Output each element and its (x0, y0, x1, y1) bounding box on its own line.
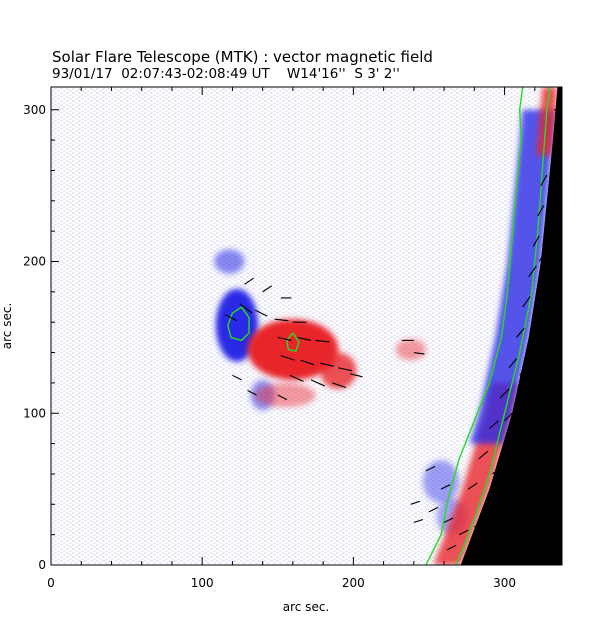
field-vector (310, 379, 325, 387)
field-vector (489, 420, 499, 429)
y-axis-label: arc sec. (0, 303, 14, 349)
field-vector (474, 520, 484, 528)
field-vector (254, 309, 268, 317)
field-vector (516, 327, 525, 338)
field-vector (350, 373, 363, 378)
field-vector (508, 358, 518, 369)
field-vector (410, 500, 421, 505)
field-vector (440, 484, 451, 490)
field-vector (458, 529, 469, 536)
field-vector (319, 362, 334, 367)
polarity-region-positive (247, 319, 339, 380)
field-vector (428, 506, 439, 513)
x-axis-label: arc sec. (283, 600, 329, 614)
field-vector (280, 355, 295, 361)
field-vector (232, 374, 242, 381)
contour-inner (455, 87, 551, 565)
field-vector (332, 382, 346, 388)
x-tick-label: 200 (342, 576, 365, 590)
field-vector (239, 303, 253, 314)
x-tick-label: 0 (47, 576, 55, 590)
field-vector (478, 450, 489, 460)
field-vector (277, 394, 288, 401)
field-vector (315, 339, 330, 343)
field-vector (538, 250, 546, 262)
polarity-region-negative (215, 288, 259, 362)
chart-subtitle: 93/01/17 02:07:43-02:08:49 UT W14'16'' S… (52, 66, 400, 82)
limb-band-negative (469, 109, 556, 444)
field-vector (244, 277, 254, 285)
field-vector (338, 367, 352, 372)
field-vector (446, 544, 457, 551)
y-tick-label: 100 (23, 406, 46, 420)
y-tick-label: 300 (23, 103, 46, 117)
field-vector (274, 318, 289, 322)
y-tick-label: 200 (23, 255, 46, 269)
plot-frame (50, 86, 563, 566)
field-vector (289, 374, 304, 382)
x-tick-label: 300 (493, 576, 516, 590)
field-vector (467, 482, 478, 490)
field-vector (499, 388, 510, 399)
field-vector (531, 312, 539, 323)
polarity-region-positive (395, 338, 426, 361)
polarity-region-negative (214, 249, 245, 274)
field-vector (519, 365, 528, 376)
field-vector (277, 336, 292, 341)
field-vector (300, 359, 315, 366)
field-vector (537, 205, 545, 217)
field-vector (511, 435, 521, 444)
field-vector (504, 412, 513, 422)
field-vector (528, 265, 537, 278)
chart-title: Solar Flare Telescope (MTK) : vector mag… (52, 48, 433, 66)
field-vector (247, 390, 257, 396)
polarity-region-positive (255, 382, 316, 408)
y-tick-label: 0 (38, 558, 46, 572)
field-vector (413, 352, 425, 355)
contour-loop-negative (227, 306, 250, 342)
field-vector (443, 517, 454, 524)
field-vector (522, 296, 531, 308)
field-vector (413, 518, 424, 524)
x-tick-label: 100 (191, 576, 214, 590)
field-vector (224, 314, 238, 322)
field-vector (532, 235, 540, 247)
field-vector (540, 174, 548, 186)
field-vector (297, 336, 312, 341)
field-vector (425, 465, 436, 472)
off-disk-region (460, 87, 562, 565)
contour-outer (425, 87, 524, 565)
limb-band-positive (536, 87, 558, 156)
polarity-region-negative (422, 460, 460, 503)
field-vector (492, 465, 502, 475)
field-vector (262, 285, 273, 293)
polarity-region-positive (320, 352, 357, 389)
